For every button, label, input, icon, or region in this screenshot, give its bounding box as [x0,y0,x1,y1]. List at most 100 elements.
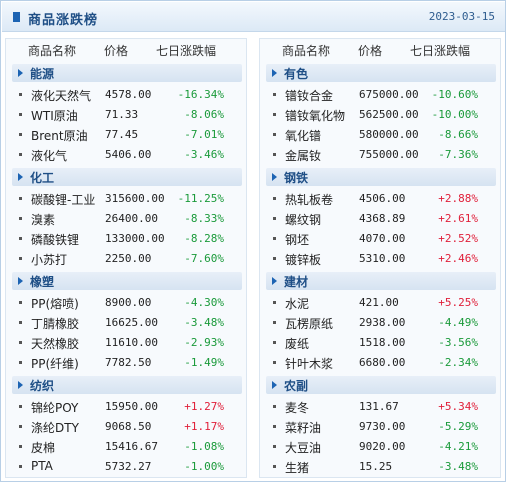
commodity-name[interactable]: PP(熔喷) [31,297,79,311]
commodity-row[interactable]: PTA 5732.27 -1.00% [12,456,242,476]
commodity-price: 71.33 [105,108,139,121]
category-label: 农副 [284,379,309,393]
commodity-row[interactable]: 氧化镨 580000.00 -8.66% [266,124,496,144]
commodity-row[interactable]: 皮棉 15416.67 -1.08% [12,436,242,456]
commodity-name[interactable]: 麦冬 [285,401,310,415]
column-price-label: 价格 [358,44,383,58]
commodity-row[interactable]: 生猪 15.25 -3.48% [266,456,496,476]
commodity-name[interactable]: 针叶木浆 [285,357,334,371]
bullet-icon [19,133,22,136]
commodity-name[interactable]: 镀锌板 [285,253,322,267]
commodity-change: -11.25% [177,192,224,205]
column-price-label: 价格 [104,44,129,58]
commodity-row[interactable]: 废纸 1518.00 -3.56% [266,332,496,352]
commodity-row[interactable]: 金属钕 755000.00 -7.36% [266,144,496,164]
commodity-name[interactable]: 皮棉 [31,441,56,455]
commodity-row[interactable]: 镨钕合金 675000.00 -10.60% [266,84,496,104]
commodity-row[interactable]: 锦纶POY 15950.00 +1.27% [12,396,242,416]
commodity-row[interactable]: 碳酸锂-工业 315600.00 -11.25% [12,188,242,208]
commodity-name[interactable]: PTA [31,459,53,473]
commodity-price: 1518.00 [359,336,406,349]
commodity-price: 26400.00 [105,212,158,225]
commodity-row[interactable]: 麦冬 131.67 +5.34% [266,396,496,416]
commodity-name[interactable]: WTI原油 [31,109,78,123]
bullet-icon [273,217,276,220]
category-label: 橡塑 [30,275,55,289]
bullet-icon [19,93,22,96]
commodity-name[interactable]: PP(纤维) [31,357,79,371]
commodity-row[interactable]: 溴素 26400.00 -8.33% [12,208,242,228]
commodity-change: -4.30% [184,296,224,309]
right-panel: 商品名称 价格 七日涨跌幅 有色 镨钕合金 675000.00 -10.60% 镨钕氧化… [259,38,501,478]
commodity-row[interactable]: 螺纹钢 4368.89 +2.61% [266,208,496,228]
commodity-name[interactable]: 丁腈橡胶 [31,317,80,331]
commodity-name[interactable]: 磷酸铁锂 [31,233,80,247]
commodity-row[interactable]: 丁腈橡胶 16625.00 -3.48% [12,312,242,332]
commodity-change: +5.25% [438,296,478,309]
commodity-name[interactable]: 金属钕 [285,149,322,163]
commodity-row[interactable]: Brent原油 77.45 -7.01% [12,124,242,144]
commodity-price: 421.00 [359,296,399,309]
commodity-change: -5.29% [438,420,478,433]
commodity-row[interactable]: 钢坯 4070.00 +2.52% [266,228,496,248]
commodity-row[interactable]: WTI原油 71.33 -8.06% [12,104,242,124]
commodity-change: -4.49% [438,316,478,329]
commodity-row[interactable]: 液化气 5406.00 -3.46% [12,144,242,164]
commodity-name[interactable]: 螺纹钢 [285,213,322,227]
commodity-row[interactable]: PP(纤维) 7782.50 -1.49% [12,352,242,372]
commodity-change: +2.46% [438,252,478,265]
commodity-change: -10.60% [431,88,478,101]
commodity-name[interactable]: 菜籽油 [285,421,322,435]
commodity-name[interactable]: 热轧板卷 [285,193,334,207]
commodity-price: 4070.00 [359,232,406,245]
commodity-name[interactable]: 生猪 [285,461,310,475]
commodity-change: -1.00% [184,460,224,473]
bullet-icon [273,257,276,260]
commodity-row[interactable]: 涤纶DTY 9068.50 +1.17% [12,416,242,436]
triangle-right-icon [18,173,23,181]
commodity-row[interactable]: 瓦楞原纸 2938.00 -4.49% [266,312,496,332]
column-change-label: 七日涨跌幅 [156,44,217,58]
commodity-row[interactable]: 磷酸铁锂 133000.00 -8.28% [12,228,242,248]
commodity-name[interactable]: 液化天然气 [31,89,92,103]
commodity-name[interactable]: 镨钕合金 [285,89,334,103]
commodity-name[interactable]: 大豆油 [285,441,322,455]
commodity-name[interactable]: 小苏打 [31,253,68,267]
commodity-row[interactable]: 镀锌板 5310.00 +2.46% [266,248,496,268]
commodity-price: 16625.00 [105,316,158,329]
commodity-row[interactable]: 小苏打 2250.00 -7.60% [12,248,242,268]
commodity-name[interactable]: 氧化镨 [285,129,322,143]
commodity-row[interactable]: 大豆油 9020.00 -4.21% [266,436,496,456]
category-label: 纺织 [30,379,55,393]
commodity-name[interactable]: 碳酸锂-工业 [31,193,96,207]
commodity-row[interactable]: 菜籽油 9730.00 -5.29% [266,416,496,436]
commodity-name[interactable]: 镨钕氧化物 [285,109,346,123]
commodity-row[interactable]: 水泥 421.00 +5.25% [266,292,496,312]
bullet-icon [19,361,22,364]
commodity-row[interactable]: PP(熔喷) 8900.00 -4.30% [12,292,242,312]
commodity-name[interactable]: 废纸 [285,337,310,351]
category-header: 钢铁 [266,168,496,186]
commodity-row[interactable]: 镨钕氧化物 562500.00 -10.00% [266,104,496,124]
commodity-change: +2.88% [438,192,478,205]
commodity-change: -7.60% [184,252,224,265]
commodity-name[interactable]: 瓦楞原纸 [285,317,334,331]
category-header: 有色 [266,64,496,82]
widget-date: 2023-03-15 [428,10,495,23]
commodity-row[interactable]: 针叶木浆 6680.00 -2.34% [266,352,496,372]
commodity-name[interactable]: 液化气 [31,149,68,163]
commodity-name[interactable]: Brent原油 [31,129,88,143]
commodity-row[interactable]: 热轧板卷 4506.00 +2.88% [266,188,496,208]
bullet-icon [273,405,276,408]
commodity-name[interactable]: 水泥 [285,297,310,311]
commodity-name[interactable]: 锦纶POY [31,401,79,415]
commodity-change: -8.66% [438,128,478,141]
commodity-row[interactable]: 液化天然气 4578.00 -16.34% [12,84,242,104]
commodity-name[interactable]: 涤纶DTY [31,421,79,435]
commodity-change: -4.21% [438,440,478,453]
commodity-row[interactable]: 天然橡胶 11610.00 -2.93% [12,332,242,352]
commodity-change: -2.93% [184,336,224,349]
commodity-name[interactable]: 钢坯 [285,233,310,247]
commodity-name[interactable]: 天然橡胶 [31,337,80,351]
commodity-name[interactable]: 溴素 [31,213,56,227]
